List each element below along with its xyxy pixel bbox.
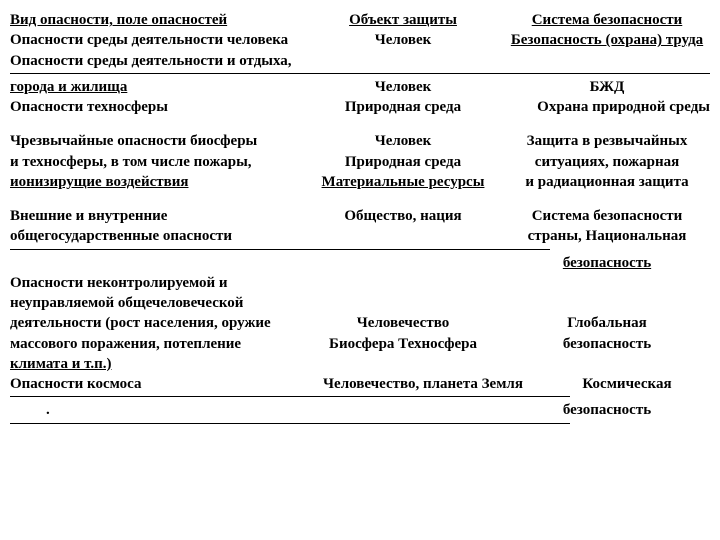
r6c2b: Биосфера Техносфера [310, 334, 500, 354]
r6c2a: Человечество [310, 313, 500, 333]
r4c1c: ионизирущие воздействия [10, 172, 310, 192]
r2b-c2: Человек [310, 77, 500, 97]
r4c3b: ситуациях, пожарная [500, 152, 710, 172]
r6c1d: массового поражения, потепление [10, 334, 310, 354]
r7c3a: Космическая [540, 374, 710, 394]
r7c2: Человечество, планета Земля [310, 374, 540, 394]
r4c1b: и техносферы, в том числе пожары, [10, 152, 310, 172]
row-2b: города и жилища Человек БЖД [10, 77, 710, 97]
row-4l3: ионизирущие воздействия Материальные рес… [10, 172, 710, 192]
row-4l1: Чрезвычайные опасности биосферы Человек … [10, 131, 710, 151]
r4c2c: Материальные ресурсы [310, 172, 500, 192]
row-5l1: Внешние и внутренние Общество, нация Сис… [10, 206, 710, 226]
row-1: Опасности среды деятельности человека Че… [10, 30, 710, 50]
row-3: Опасности техносферы Природная среда Охр… [10, 97, 710, 117]
r5c1a: Внешние и внутренние [10, 206, 310, 226]
r5c3b: страны, Национальная [500, 226, 710, 246]
row-6l3: деятельности (рост населения, оружие Чел… [10, 313, 710, 333]
r6c1a: Опасности неконтролируемой и [10, 273, 310, 293]
r6c3b: безопасность [500, 334, 710, 354]
row-7l1: Опасности космоса Человечество, планета … [10, 374, 710, 394]
row-4l2: и техносферы, в том числе пожары, Природ… [10, 152, 710, 172]
r4c2b: Природная среда [310, 152, 500, 172]
r6c3a: Глобальная [500, 313, 710, 333]
row-5l2: общегосударственные опасности страны, На… [10, 226, 710, 246]
r4c3c: и радиационная защита [500, 172, 710, 192]
row-2a: Опасности среды деятельности и отдыха, [10, 51, 710, 71]
col-header-2: Объект защиты [310, 10, 500, 30]
row-6l5: климата и т.п.) [10, 354, 710, 374]
r1c2: Человек [310, 30, 500, 50]
r5c2: Общество, нация [310, 206, 500, 226]
r3c3: Охрана природной среды [500, 97, 710, 117]
row-6l4: массового поражения, потепление Биосфера… [10, 334, 710, 354]
r4c2a: Человек [310, 131, 500, 151]
col-header-1: Вид опасности, поле опасностей [10, 10, 310, 30]
row-5l3: безопасность [10, 253, 710, 273]
r7c3b: безопасность [500, 400, 710, 420]
col-header-3: Система безопасности [500, 10, 710, 30]
r6c1c: деятельности (рост населения, оружие [10, 313, 310, 333]
row-6l2: неуправляемой общечеловеческой [10, 293, 710, 313]
r5c3c: безопасность [500, 253, 710, 273]
r6c1e: климата и т.п.) [10, 354, 310, 374]
hr-4 [10, 421, 710, 427]
r2a: Опасности среды деятельности и отдыха, [10, 51, 710, 71]
r7-dot: . [10, 400, 310, 420]
r7c1: Опасности космоса [10, 374, 310, 394]
r2b-c1: города и жилища [10, 77, 310, 97]
r5c1b: общегосударственные опасности [10, 226, 310, 246]
document-page: { "header": { "h1": "Вид опасности, поле… [0, 0, 720, 540]
r4c1a: Чрезвычайные опасности биосферы [10, 131, 310, 151]
r4c3a: Защита в резвычайных [500, 131, 710, 151]
r1c3: Безопасность (охрана) труда [500, 30, 710, 50]
r6c1b: неуправляемой общечеловеческой [10, 293, 310, 313]
header-row: Вид опасности, поле опасностей Объект за… [10, 10, 710, 30]
r3c1: Опасности техносферы [10, 97, 310, 117]
r3c2: Природная среда [310, 97, 500, 117]
row-6l1: Опасности неконтролируемой и [10, 273, 710, 293]
r5c3a: Система безопасности [500, 206, 710, 226]
row-7l2: . безопасность [10, 400, 710, 420]
r2b-c3: БЖД [500, 77, 710, 97]
r1c1: Опасности среды деятельности человека [10, 30, 310, 50]
